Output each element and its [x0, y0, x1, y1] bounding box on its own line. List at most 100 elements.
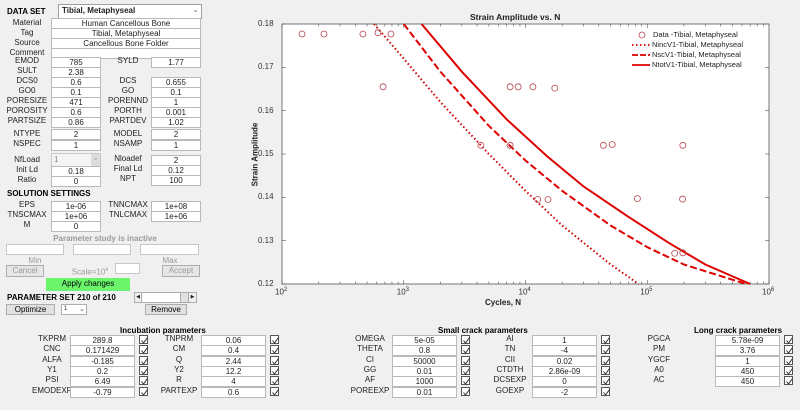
max-label: Max [162, 256, 178, 265]
study-min-field[interactable] [6, 244, 64, 255]
param-checkbox[interactable] [270, 376, 279, 386]
x-tick-label: 105 [640, 287, 653, 297]
param-checkbox[interactable] [601, 335, 610, 344]
nfload-value: 1 [54, 155, 59, 164]
optimize-select-value: 1 [64, 306, 68, 312]
model-field[interactable]: 2 [151, 129, 201, 140]
y-tick-label: 0.18 [258, 19, 274, 28]
nspec-field[interactable]: 1 [51, 140, 101, 151]
param-checkbox[interactable] [601, 345, 610, 355]
partdev-field[interactable]: 1.02 [151, 117, 201, 128]
study-mid-field[interactable] [73, 244, 131, 255]
param-checkbox[interactable] [139, 355, 148, 365]
solution-settings-title: SOLUTION SETTINGS [7, 189, 91, 198]
param-field[interactable]: 450 [715, 376, 780, 388]
param-checkbox[interactable] [139, 345, 148, 355]
param-checkbox[interactable] [270, 345, 279, 355]
param-checkbox[interactable] [461, 335, 470, 344]
optimize-button[interactable]: Optimize [6, 304, 55, 315]
npt-field[interactable]: 100 [151, 175, 201, 186]
tnlcmax-label: TNLCMAX [108, 210, 148, 219]
accept-button[interactable]: Accept [162, 265, 200, 277]
param-field[interactable]: -2 [532, 386, 597, 398]
cancel-button[interactable]: Cancel [6, 265, 44, 277]
param-checkbox[interactable] [139, 376, 148, 386]
param-label: DCSEXP [493, 375, 527, 385]
param-field[interactable]: 0.6 [201, 386, 266, 398]
m-field[interactable]: 0 [51, 221, 101, 232]
source-label: Source [14, 38, 40, 47]
param-checkbox[interactable] [461, 386, 470, 396]
comment-label: Comment [9, 48, 45, 57]
nloadef-label: Nloadef [114, 154, 142, 163]
parameter-set-label: PARAMETER SET 210 of 210 [7, 293, 116, 302]
param-checkbox[interactable] [139, 365, 148, 375]
param-checkbox[interactable] [461, 355, 470, 365]
eps-label: EPS [18, 200, 35, 209]
param-checkbox[interactable] [784, 365, 793, 375]
scale-field[interactable] [115, 263, 140, 274]
param-checkbox[interactable] [270, 365, 279, 375]
parameter-set-slider[interactable]: ◀ ▶ [134, 292, 197, 303]
y-tick-label: 0.13 [258, 235, 274, 245]
param-checkbox[interactable] [601, 386, 610, 396]
nfload-label: NfLoad [14, 155, 40, 164]
param-checkbox[interactable] [601, 355, 610, 365]
slider-thumb[interactable] [180, 293, 188, 302]
param-label: GOEXP [495, 385, 525, 395]
final-ld-label: Final Ld [113, 164, 143, 173]
param-label: AC [653, 375, 665, 385]
param-checkbox[interactable] [784, 355, 793, 365]
remove-button[interactable]: Remove [145, 304, 187, 315]
y-tick-label: 0.12 [258, 279, 274, 288]
param-label: OMEGA [355, 334, 385, 343]
nsamp-field[interactable]: 1 [151, 140, 201, 151]
param-checkbox[interactable] [270, 335, 279, 344]
init-ld-label: Init Ld [16, 165, 38, 174]
param-checkbox[interactable] [461, 376, 470, 386]
param-checkbox[interactable] [270, 355, 279, 365]
param-checkbox[interactable] [784, 376, 793, 386]
optimize-select[interactable]: 1 ⌄ [61, 304, 87, 315]
x-tick-label: 102 [275, 287, 288, 297]
apply-changes-button[interactable]: Apply changes [46, 278, 130, 291]
param-checkbox[interactable] [461, 345, 470, 355]
param-label: PGCA [647, 334, 671, 343]
param-label: PARTEXP [160, 385, 198, 395]
long-crack-title: Long crack parameters [694, 326, 783, 335]
param-label: CM [172, 344, 186, 354]
study-max-field[interactable] [140, 244, 199, 255]
param-label: TKPRM [38, 334, 66, 343]
param-field[interactable]: -0.79 [70, 386, 135, 398]
arrow-right-icon[interactable]: ▶ [188, 293, 196, 302]
param-checkbox[interactable] [784, 335, 793, 344]
tnncmax-label: TNNCMAX [108, 200, 148, 209]
param-checkbox[interactable] [601, 376, 610, 386]
legend-item-data: Data -Tibial, Metaphyseal [630, 30, 770, 40]
arrow-left-icon[interactable]: ◀ [135, 293, 142, 302]
param-field[interactable]: 0.01 [392, 386, 457, 398]
param-checkbox[interactable] [270, 386, 279, 396]
ntype-field[interactable]: 2 [51, 129, 101, 140]
tnlcmax-field[interactable]: 1e+06 [151, 211, 201, 222]
param-checkbox[interactable] [784, 345, 793, 355]
param-label: CNC [43, 344, 61, 354]
partsize-field[interactable]: 0.86 [51, 117, 101, 128]
param-checkbox[interactable] [139, 335, 148, 344]
x-tick-label: 104 [518, 287, 531, 297]
legend-item-ninc: NincV1-Tibial, Metaphyseal [632, 40, 744, 49]
param-label: TNPRM [164, 334, 194, 343]
partdev-label: PARTDEV [109, 116, 147, 125]
param-label: A0 [654, 364, 664, 374]
param-label: POREEXP [350, 385, 390, 395]
param-checkbox[interactable] [139, 386, 148, 396]
material-label: Material [12, 18, 42, 27]
param-checkbox[interactable] [601, 365, 610, 375]
syld-field[interactable]: 1.77 [151, 57, 201, 68]
ntype-label: NTYPE [13, 129, 41, 138]
ratio-field[interactable]: 0 [51, 176, 101, 187]
param-checkbox[interactable] [461, 365, 470, 375]
comment-field[interactable] [51, 48, 201, 59]
tnscmax-label: TNSCMAX [7, 210, 47, 219]
chevron-down-icon: ⌄ [192, 5, 199, 14]
